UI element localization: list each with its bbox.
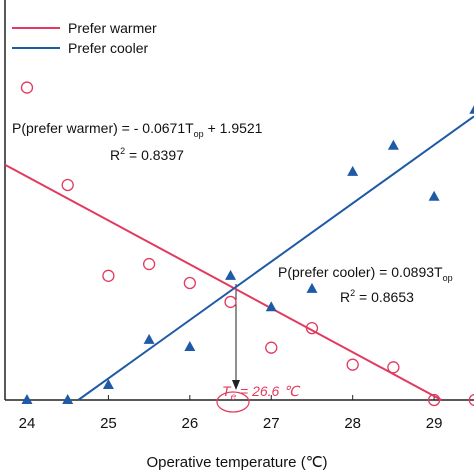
point [347, 165, 359, 176]
equation-part: P(prefer cooler) = 0.0893T [278, 264, 443, 280]
point [143, 333, 155, 344]
r-squared: R2 = 0.8397 [110, 146, 184, 163]
x-tick-label: 26 [181, 415, 198, 432]
point [21, 394, 33, 404]
fit-line [77, 115, 474, 401]
point [224, 295, 237, 309]
r2-part: R [110, 147, 120, 163]
r-squared: R2 = 0.8653 [340, 288, 414, 305]
point [62, 394, 74, 404]
annotation-part: T [222, 383, 232, 399]
equation: P(prefer warmer) = - 0.0671Top + 1.9521 [12, 120, 263, 139]
point [183, 276, 196, 290]
annotation-ellipse [216, 391, 250, 413]
r2-sup: 2 [120, 146, 125, 156]
point [468, 393, 474, 407]
equation-part: P(prefer warmer) = - 0.0671T [12, 120, 194, 136]
point [142, 257, 156, 271]
r2-sup: 2 [350, 288, 355, 298]
point [265, 301, 277, 312]
point [428, 190, 440, 201]
point [469, 105, 474, 114]
point [265, 341, 278, 354]
point [427, 393, 441, 407]
x-axis-label: Operative temperature (℃) [146, 454, 327, 471]
point [387, 139, 399, 150]
point [305, 321, 319, 335]
legend-label: Prefer warmer [68, 20, 157, 36]
point [61, 178, 74, 192]
point [387, 361, 400, 374]
r2-part: R [340, 289, 350, 305]
x-tick-label: 27 [263, 415, 280, 432]
equation: P(prefer cooler) = 0.0893Top [278, 264, 453, 283]
equation-sub: op [443, 273, 453, 283]
r2-part: = 0.8397 [125, 147, 184, 163]
x-tick-label: 24 [19, 415, 36, 432]
arrow-head [232, 380, 240, 390]
annotation: Te = 26.6 ℃ [222, 383, 301, 403]
fit-line [4, 163, 442, 401]
annotation-sub: e [231, 392, 237, 403]
x-tick-label: 28 [344, 415, 361, 432]
legend-label: Prefer cooler [68, 40, 148, 56]
x-tick-label: 25 [100, 415, 117, 432]
equation-sub: op [194, 129, 204, 139]
r2-part: = 0.8653 [355, 289, 414, 305]
x-tick-label: 29 [426, 415, 443, 432]
point [20, 81, 34, 94]
point [346, 358, 359, 371]
point [102, 269, 115, 282]
point [102, 378, 114, 389]
annotation-part: = 26.6 ℃ [236, 383, 301, 399]
point [306, 282, 318, 293]
point [225, 269, 237, 280]
point [184, 341, 196, 352]
equation-part: + 1.9521 [204, 120, 263, 136]
